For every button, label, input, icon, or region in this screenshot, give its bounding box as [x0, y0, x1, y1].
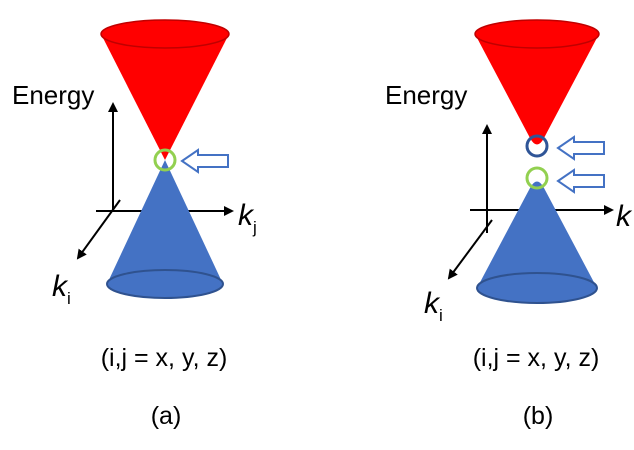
- indices-label: (i,j = x, y, z): [473, 344, 600, 372]
- upper-cone: [100, 19, 230, 160]
- ki-label: ki: [52, 270, 71, 308]
- panel-b: Energy k ki (i,j = x, y, z) (b): [385, 19, 633, 430]
- lower-cone: [106, 160, 224, 299]
- energy-label: Energy: [385, 80, 467, 110]
- indices-label: (i,j = x, y, z): [101, 344, 228, 372]
- lower-band-edge-marker: [525, 166, 549, 190]
- lower-cone: [476, 181, 598, 304]
- kj-label: k: [616, 200, 633, 233]
- panel-caption: (b): [523, 402, 554, 430]
- upper-cone: [474, 19, 600, 145]
- energy-label: Energy: [12, 80, 94, 110]
- ki-axis: [447, 219, 493, 280]
- hollow-arrow-left-icon: [556, 168, 605, 194]
- upper-band-edge-marker: [525, 134, 549, 158]
- panel-a: Energy kj ki (i,j = x, y, z) (a): [12, 19, 257, 430]
- panel-caption: (a): [151, 402, 182, 430]
- hollow-arrow-left-icon: [556, 135, 605, 161]
- ki-label: ki: [424, 287, 443, 325]
- hollow-arrow-left-icon: [180, 148, 229, 174]
- dirac-point-marker: [153, 148, 177, 172]
- kj-label: kj: [238, 199, 257, 237]
- ki-axis: [76, 199, 121, 260]
